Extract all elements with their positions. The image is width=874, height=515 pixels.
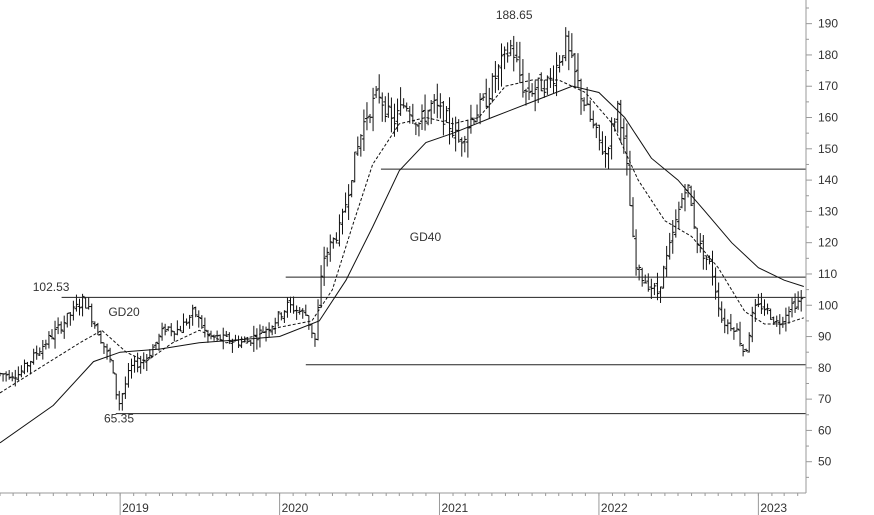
moving-averages bbox=[0, 79, 804, 444]
y-tick-label: 150 bbox=[818, 142, 838, 156]
x-axis: 2019 2020 2021 2022 2023 bbox=[0, 492, 806, 515]
annotation-label: 188.65 bbox=[496, 8, 533, 22]
y-tick-label: 120 bbox=[818, 236, 838, 250]
annotation-label: 65.35 bbox=[104, 412, 134, 426]
y-tick-label: 130 bbox=[818, 204, 838, 218]
annotation-label: 102.53 bbox=[33, 280, 70, 294]
y-axis: 50 60 70 80 90 100 110 120 130 140 150 160 170 180 190 bbox=[805, 0, 838, 493]
x-tick-label: 2022 bbox=[601, 501, 628, 515]
y-tick-label: 70 bbox=[818, 392, 832, 406]
y-tick-label: 170 bbox=[818, 79, 838, 93]
horizontal-levels bbox=[61, 168, 806, 415]
x-tick-label: 2019 bbox=[122, 501, 149, 515]
ohlc-bars bbox=[0, 27, 804, 411]
y-tick-label: 190 bbox=[818, 17, 838, 31]
annotation-label: GD20 bbox=[108, 305, 140, 319]
y-tick-label: 180 bbox=[818, 48, 838, 62]
y-tick-label: 80 bbox=[818, 361, 832, 375]
y-tick-label: 50 bbox=[818, 455, 832, 469]
y-tick-label: 160 bbox=[818, 111, 838, 125]
y-tick-label: 60 bbox=[818, 423, 832, 437]
x-tick-label: 2020 bbox=[282, 501, 309, 515]
y-tick-label: 100 bbox=[818, 298, 838, 312]
x-tick-label: 2023 bbox=[760, 501, 787, 515]
y-tick-label: 90 bbox=[818, 330, 832, 344]
series-line-gd40 bbox=[0, 85, 804, 444]
annotation-label: GD40 bbox=[410, 230, 442, 244]
series-line-gd20 bbox=[0, 79, 804, 394]
chart-annotations: 102.53 GD20 65.35 188.65 GD40 bbox=[33, 8, 533, 426]
y-tick-label: 140 bbox=[818, 173, 838, 187]
x-tick-label: 2021 bbox=[441, 501, 468, 515]
y-tick-label: 110 bbox=[818, 267, 837, 281]
